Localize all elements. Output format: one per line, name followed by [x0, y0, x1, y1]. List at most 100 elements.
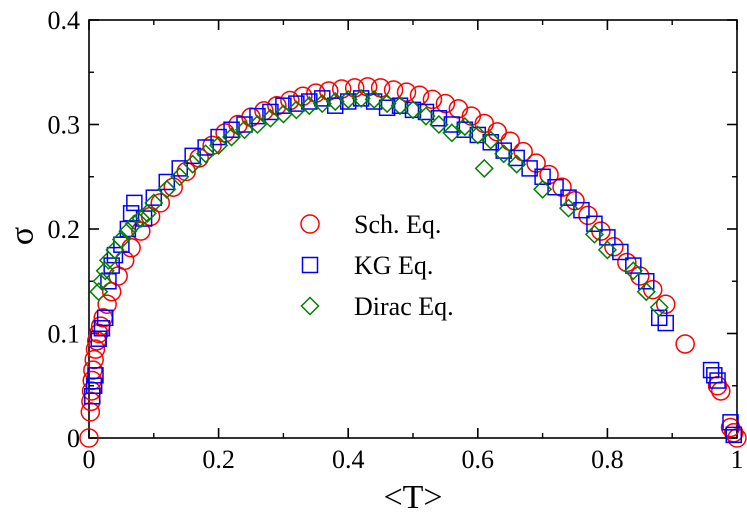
data-point-diamond [558, 198, 579, 218]
data-point-diamond [390, 96, 410, 116]
data-point-diamond [118, 221, 138, 241]
data-point-diamond [95, 261, 115, 281]
data-point-square [650, 309, 668, 327]
data-point-circle [643, 279, 663, 300]
data-point-circle [97, 294, 117, 314]
data-point-diamond [481, 130, 501, 150]
data-point-diamond [144, 193, 164, 213]
data-point-square [706, 367, 723, 384]
data-point-square [275, 97, 292, 114]
data-point-diamond [183, 154, 203, 174]
x-tick-label: 0.8 [591, 445, 624, 474]
data-point-diamond [377, 94, 397, 114]
data-point-square [93, 320, 111, 337]
data-point-square [145, 189, 163, 206]
x-tick-label: 1 [731, 445, 744, 474]
data-point-circle [604, 237, 624, 257]
y-tick-label: 0.3 [48, 111, 81, 140]
data-point-circle [267, 95, 287, 116]
legend-marker-square [301, 256, 319, 274]
x-tick-label: 0.6 [462, 445, 495, 474]
data-point-diamond [468, 125, 488, 145]
data-point-diamond [196, 144, 216, 164]
data-point-diamond [649, 297, 669, 317]
data-point-circle [552, 177, 572, 197]
data-point-circle [83, 360, 103, 380]
data-point-diamond [403, 100, 423, 120]
data-point-diamond [636, 282, 656, 302]
data-point-circle [85, 339, 106, 359]
data-point-circle [526, 153, 546, 173]
data-point-circle [655, 294, 676, 314]
data-point-circle [150, 193, 171, 213]
legend: Sch. Eq. KG Eq. Dirac Eq. [300, 210, 454, 321]
data-point-square [508, 149, 525, 167]
data-point-square [223, 121, 240, 138]
data-point-square [722, 414, 739, 431]
data-point-diamond [170, 167, 190, 187]
data-point-circle [84, 349, 104, 370]
data-point-circle [727, 428, 747, 448]
data-point-square [725, 426, 743, 444]
data-point-diamond [221, 127, 242, 147]
data-point-square [96, 309, 114, 327]
data-point-circle [383, 80, 404, 100]
y-axis-title: σ [4, 227, 41, 245]
legend-marker-diamond [300, 296, 320, 316]
y-tick-label: 0.4 [48, 6, 81, 35]
data-point-circle [114, 250, 135, 271]
data-point-circle [617, 252, 637, 273]
legend-marker-circle [300, 214, 320, 234]
data-point-square [709, 372, 726, 389]
data-point-diamond [442, 123, 462, 143]
data-point-circle [500, 131, 520, 151]
data-point-square [126, 194, 143, 212]
axis-ticks: 0 0.2 0.4 0.6 0.8 1 0 0.1 0.2 0.3 0.4 [48, 6, 744, 474]
data-point-circle [80, 402, 101, 422]
x-tick-label: 0.4 [332, 445, 365, 474]
data-point-diamond [105, 240, 125, 260]
data-point-diamond [474, 158, 494, 178]
data-point-circle [578, 205, 598, 226]
data-point-square [625, 257, 642, 274]
x-tick-label: 0 [83, 445, 96, 474]
data-point-square [534, 168, 551, 185]
data-series-layer [79, 77, 747, 448]
data-point-diamond [416, 106, 436, 126]
data-point-square [482, 134, 500, 151]
data-point-circle [711, 381, 731, 401]
data-point-diamond [533, 179, 553, 199]
data-point-square [586, 215, 603, 233]
data-point-diamond [351, 88, 371, 108]
data-point-diamond [429, 114, 449, 135]
x-axis-title: <T> [383, 479, 442, 516]
series-diamond [89, 88, 669, 317]
data-point-diamond [364, 89, 384, 109]
data-point-circle [487, 122, 507, 142]
data-point-diamond [247, 114, 268, 135]
data-point-circle [280, 90, 300, 111]
legend-label: Dirac Eq. [354, 292, 454, 321]
data-point-square [85, 377, 103, 394]
data-point-diamond [131, 208, 151, 229]
data-point-circle [79, 428, 99, 448]
data-point-diamond [124, 214, 144, 234]
data-point-square [87, 367, 104, 384]
data-point-square [657, 314, 674, 332]
data-point-diamond [234, 120, 255, 140]
data-point-square [83, 387, 101, 405]
data-point-circle [474, 113, 495, 134]
data-point-circle [88, 323, 109, 344]
data-point-square [560, 189, 577, 206]
data-point-diamond [597, 240, 617, 260]
data-point-diamond [623, 261, 643, 281]
data-point-square [90, 330, 107, 347]
data-point-diamond [92, 271, 112, 291]
data-point-square [638, 273, 655, 290]
legend-label: KG Eq. [354, 251, 433, 280]
x-tick-label: 0.2 [202, 445, 235, 474]
data-point-diamond [507, 154, 527, 174]
data-point-circle [435, 93, 456, 114]
data-point-square [171, 160, 188, 177]
